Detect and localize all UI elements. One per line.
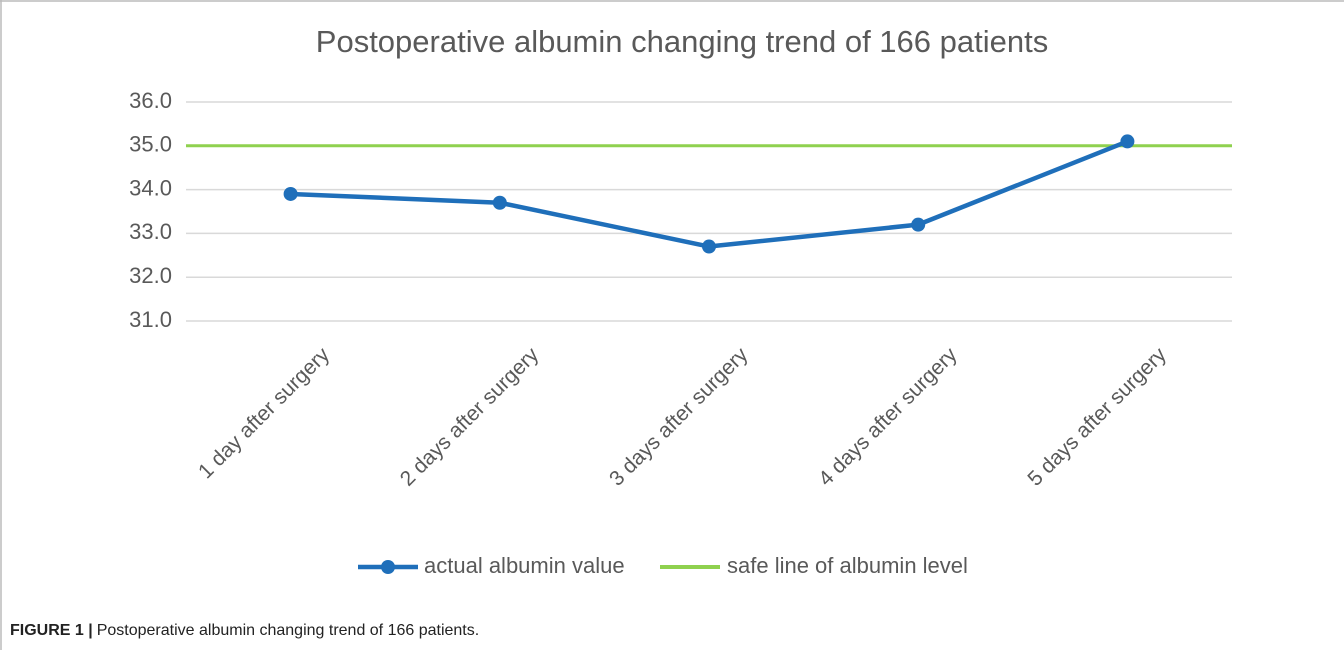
y-tick-label: 36.0 — [129, 88, 172, 113]
legend-label: actual albumin value — [424, 553, 625, 578]
x-tick-label: 4 days after surgery — [814, 343, 962, 491]
series-line — [290, 139, 1129, 249]
chart-title: Postoperative albumin changing trend of … — [316, 24, 1048, 59]
y-tick-label: 35.0 — [129, 132, 172, 157]
x-tick-label: 1 day after surgery — [194, 343, 334, 483]
point — [283, 186, 298, 201]
x-tick-label: 2 days after surgery — [396, 343, 544, 491]
y-tick-label: 33.0 — [129, 219, 172, 244]
point — [911, 217, 926, 232]
y-tick-label: 32.0 — [129, 263, 172, 288]
caption-text: Postoperative albumin changing trend of … — [96, 622, 480, 639]
point — [1120, 134, 1135, 149]
legend-marker — [381, 560, 395, 574]
legend-label: safe line of albumin level — [727, 553, 968, 578]
x-tick-label: 5 days after surgery — [1023, 343, 1171, 491]
point — [702, 239, 716, 254]
y-tick-label: 31.0 — [129, 307, 172, 332]
y-tick-label: 34.0 — [129, 175, 172, 200]
point — [492, 195, 507, 210]
caption: FIGURE 1 | Postoperative albumin changing… — [10, 622, 479, 640]
x-tick-label: 3 days after surgery — [605, 343, 753, 491]
caption-label: FIGURE 1 | — [10, 622, 93, 639]
